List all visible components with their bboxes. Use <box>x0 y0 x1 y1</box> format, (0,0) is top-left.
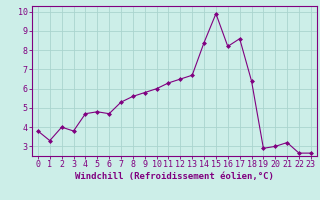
X-axis label: Windchill (Refroidissement éolien,°C): Windchill (Refroidissement éolien,°C) <box>75 172 274 181</box>
